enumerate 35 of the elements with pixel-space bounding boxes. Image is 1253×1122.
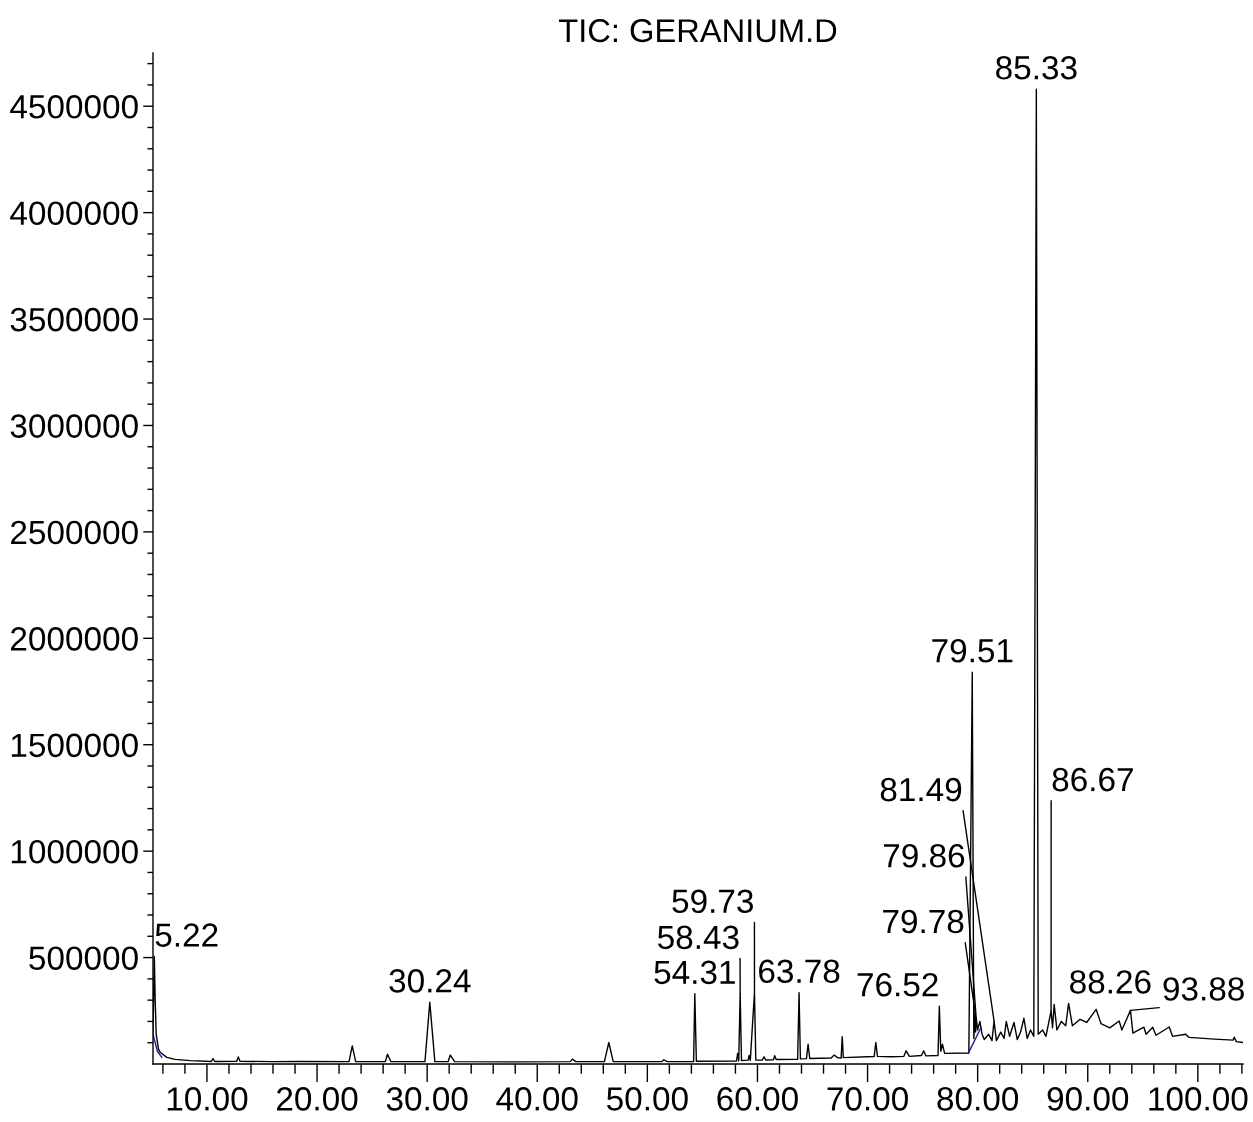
y-tick-label: 4500000 [10, 95, 138, 119]
x-tick-label: 70.00 [827, 1087, 908, 1111]
annotation: 30.24 [389, 969, 471, 993]
y-tick-label: 500000 [29, 946, 138, 970]
annotation: 85.33 [996, 55, 1077, 80]
annotation: 79.78 [883, 909, 964, 934]
y-tick-label: 4000000 [10, 201, 138, 226]
x-tick-label: 80.00 [937, 1087, 1019, 1111]
annotation: 86.67 [1052, 767, 1133, 792]
x-tick-label: 100.00 [1149, 1087, 1248, 1111]
annotation: 79.51 [932, 638, 1013, 663]
x-tick-label: 50.00 [606, 1087, 688, 1111]
annotation: 63.78 [759, 959, 840, 984]
y-tick-label: 1500000 [11, 733, 138, 758]
y-tick-label: 2500000 [11, 520, 138, 545]
annotation: 93.88 [1163, 977, 1244, 1001]
y-tick-label: 2000000 [11, 627, 138, 651]
chart-title: TIC: GERANIUM.D [558, 19, 837, 43]
y-tick-label: 1000000 [11, 839, 138, 864]
y-tick-label: 3500000 [10, 307, 138, 332]
x-tick-label: 90.00 [1047, 1087, 1129, 1111]
x-tick-label: 40.00 [496, 1087, 578, 1111]
x-tick-label: 30.00 [386, 1087, 468, 1111]
y-tick-label: 3000000 [10, 414, 138, 438]
annotation: 58.43 [657, 925, 739, 950]
x-tick-label: 10.00 [167, 1087, 248, 1111]
annotation: 54.31 [654, 960, 735, 985]
x-tick-label: 20.00 [277, 1087, 358, 1111]
annotation: 59.73 [672, 889, 753, 914]
annotation: 81.49 [880, 777, 962, 802]
annotation: 79.86 [883, 843, 965, 868]
annotation: 76.52 [857, 972, 938, 997]
x-tick-label: 60.00 [717, 1087, 798, 1111]
annotation: 5.22 [155, 923, 218, 947]
annotation: 88.26 [1070, 970, 1151, 994]
